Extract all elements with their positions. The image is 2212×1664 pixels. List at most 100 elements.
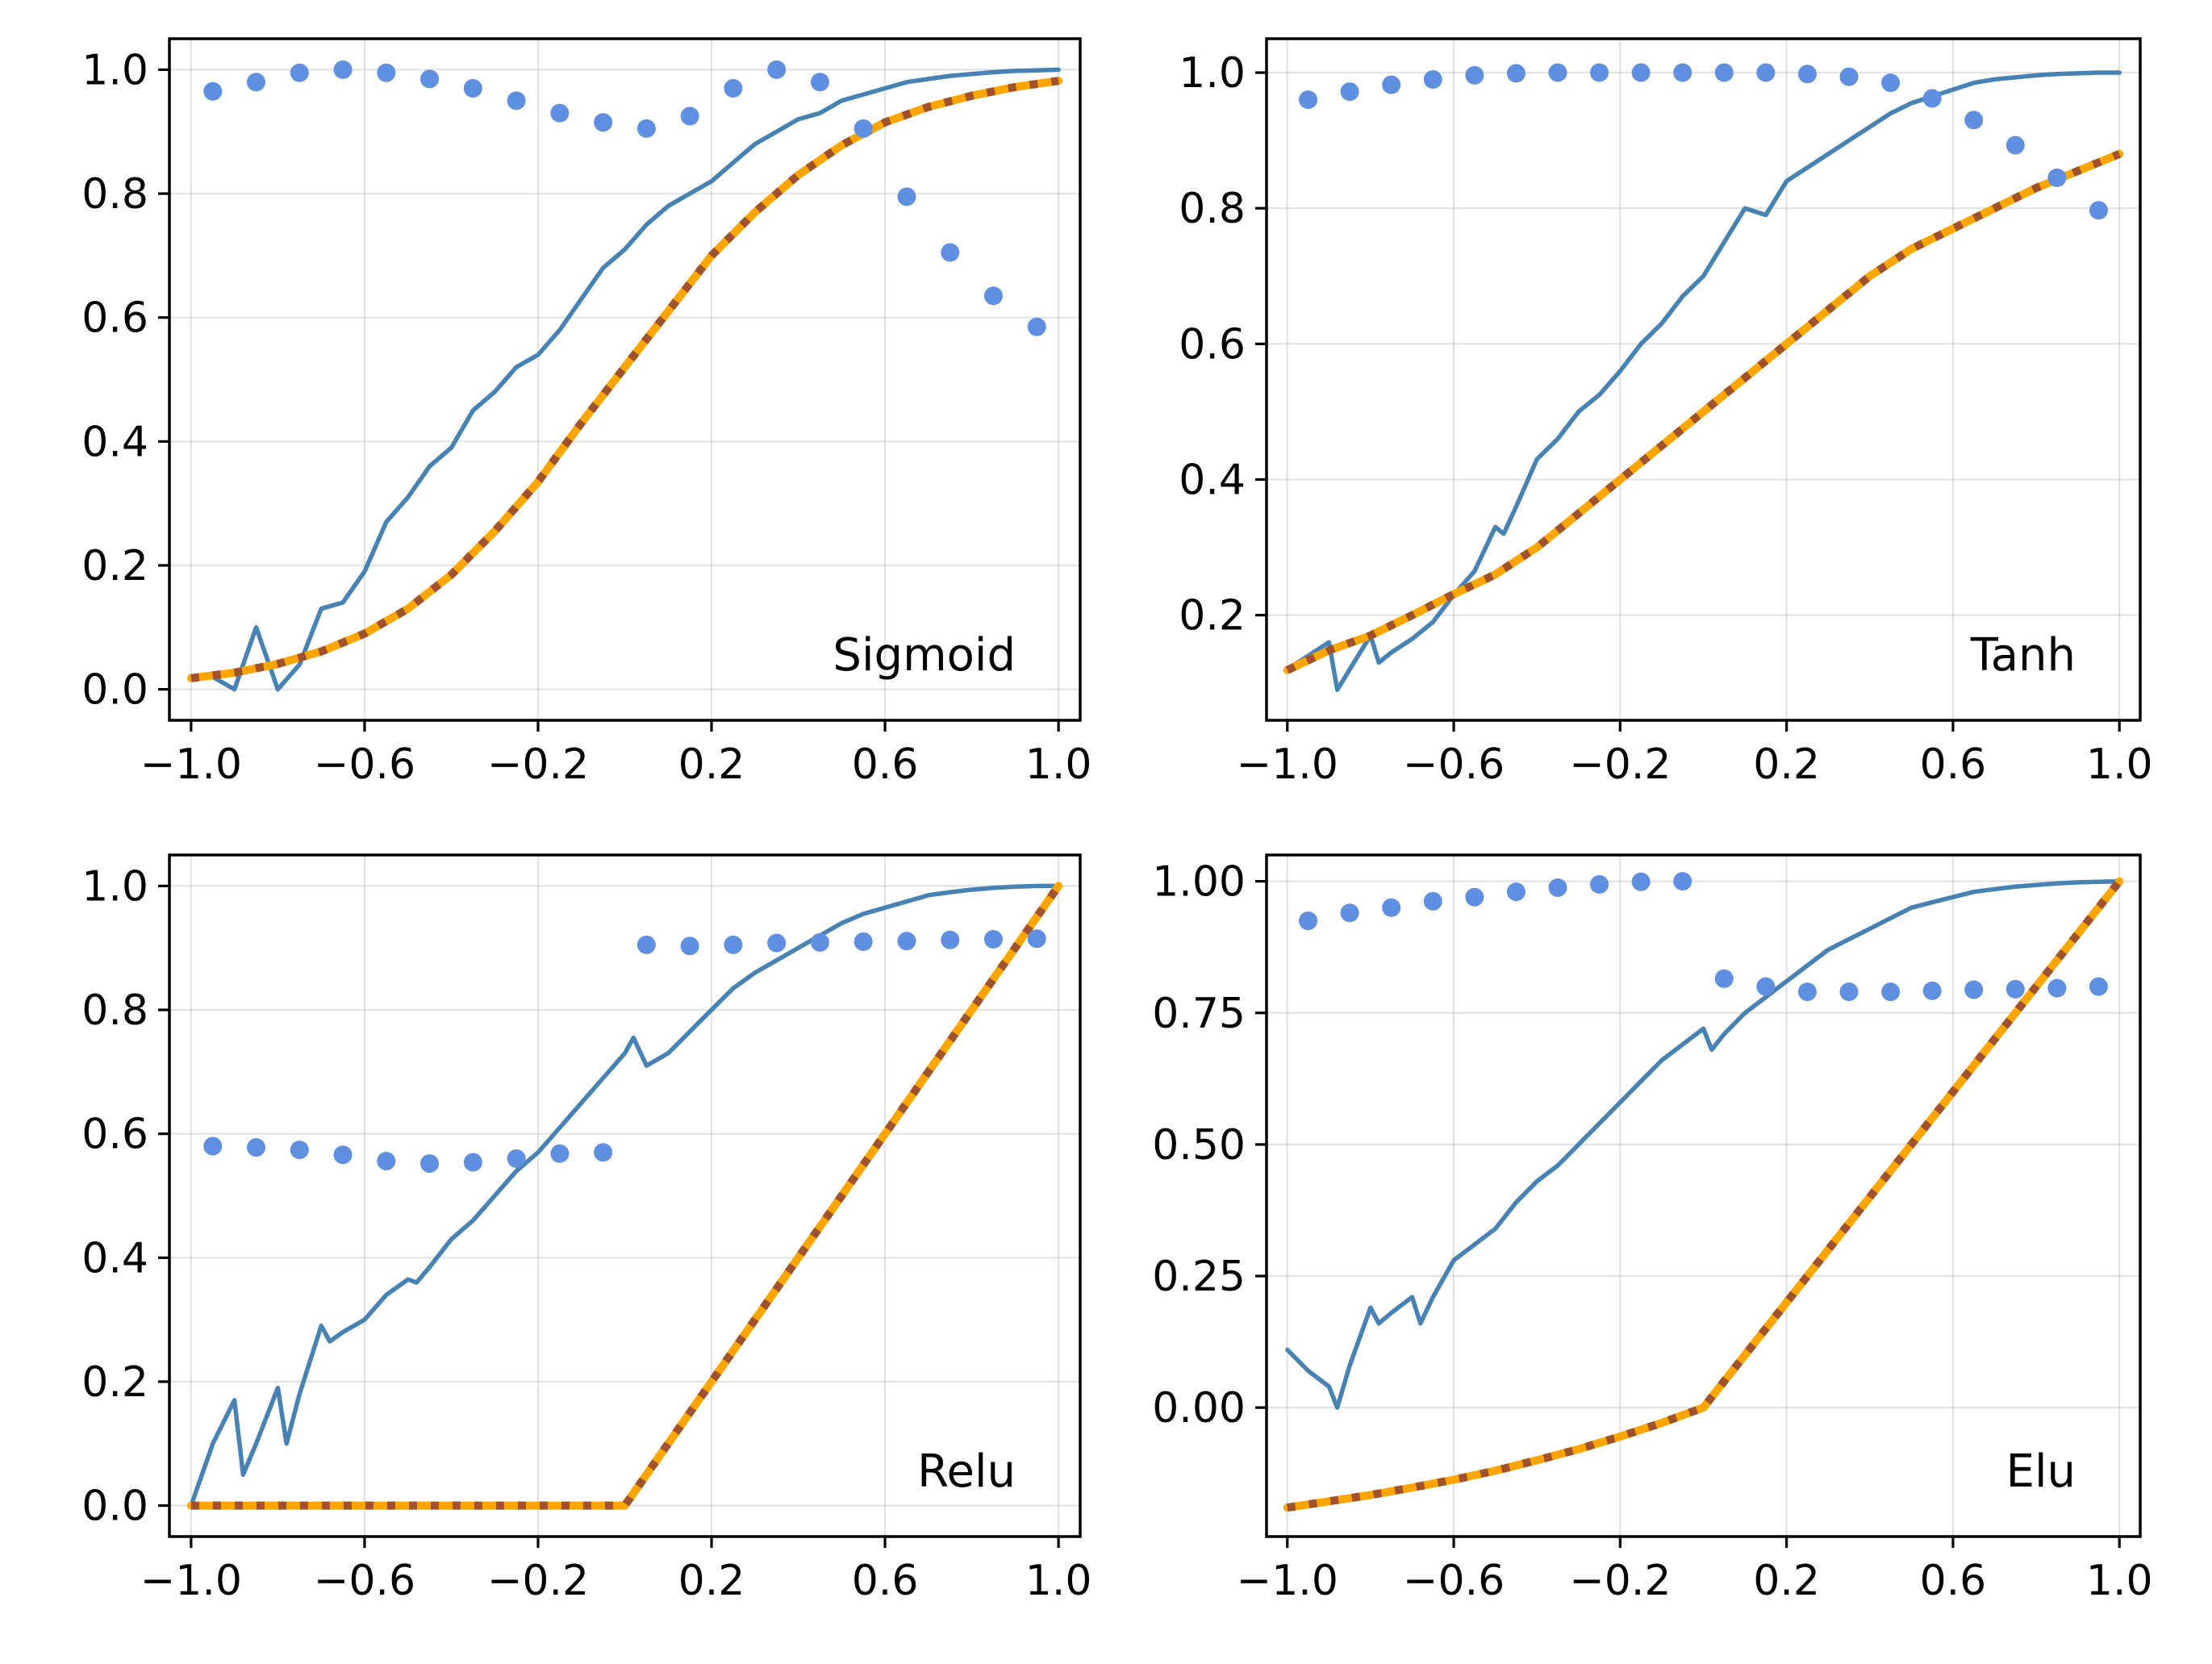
elu-target-line	[1283, 877, 2124, 1512]
tanh-ratio-point	[1881, 73, 1901, 93]
elu-panel: −1.0 −0.6 −0.2 0.2 0.6 1.0 0.00 0.25 0.50 0.75 1.0…	[1152, 853, 2153, 1605]
sigmoid-xtick-label: −0.2	[487, 740, 589, 789]
tanh-ratio-point	[1340, 82, 1359, 102]
tanh-ratio-point	[2089, 201, 2108, 220]
elu-ratio-point	[1673, 872, 1692, 891]
relu-ratio-point	[203, 1136, 223, 1156]
sigmoid-approximation-line	[189, 67, 1061, 692]
sigmoid-ratio-point	[550, 103, 570, 123]
sigmoid-ratio-point	[247, 73, 266, 92]
relu-ratio-point	[420, 1154, 440, 1174]
elu-ytick-label: 1.00	[1152, 858, 1246, 907]
sigmoid-ratio-point	[377, 63, 396, 82]
tanh-xtick-label: 1.0	[2086, 740, 2153, 789]
elu-ratio-point	[1506, 882, 1525, 902]
relu-ratio-point	[941, 930, 960, 949]
sigmoid-ratio-point	[983, 286, 1003, 306]
tanh-xtick-label: −0.6	[1403, 740, 1505, 789]
tanh-ratio-point	[1673, 63, 1692, 82]
relu-xtick-label: −0.2	[487, 1557, 589, 1605]
relu-xtick-label: 1.0	[1025, 1557, 1092, 1605]
tanh-ratio-point	[2047, 168, 2067, 187]
tanh-ytick-label: 0.8	[1179, 185, 1246, 233]
sigmoid-ratio-point	[853, 119, 873, 138]
elu-ytick-label: 0.75	[1152, 990, 1246, 1038]
tanh-ratio-point	[1465, 65, 1484, 85]
tanh-ratio-point	[1382, 75, 1401, 94]
sigmoid-xtick-label: 1.0	[1025, 740, 1092, 789]
relu-plot-frame	[168, 853, 1082, 1538]
relu-ytick-label: 0.2	[81, 1358, 148, 1407]
sigmoid-ratio-point	[897, 187, 916, 206]
elu-ratio-point	[1922, 981, 1942, 1000]
tanh-ytick-label: 0.6	[1179, 320, 1246, 369]
elu-xtick-label: −1.0	[1237, 1557, 1338, 1605]
tanh-fit-line	[1285, 150, 2122, 674]
sigmoid-ratio-point	[507, 91, 526, 111]
elu-ratio-point	[1423, 891, 1442, 911]
sigmoid-ytick-label: 1.0	[81, 46, 148, 94]
tanh-xtick-label: 0.2	[1753, 740, 1820, 789]
relu-ratio-point	[507, 1149, 526, 1168]
relu-ratio-point	[594, 1143, 613, 1162]
sigmoid-xtick-label: −1.0	[140, 740, 242, 789]
sigmoid-plot-label: Sigmoid	[833, 629, 1016, 682]
relu-xtick-label: −0.6	[314, 1557, 415, 1605]
elu-ratio-point	[1382, 898, 1401, 917]
elu-ratio-point	[1797, 982, 1817, 1002]
sigmoid-ytick-label: 0.0	[81, 666, 148, 715]
sigmoid-ratio-point	[420, 69, 440, 89]
sigmoid-xtick-label: 0.2	[678, 740, 745, 789]
relu-ratio-point	[983, 929, 1003, 949]
sigmoid-ytick-label: 0.6	[81, 294, 148, 343]
relu-ratio-point	[724, 935, 743, 954]
elu-ratio-point	[1881, 982, 1901, 1002]
elu-ratio-point	[1631, 872, 1651, 891]
relu-plot-label: Relu	[917, 1445, 1016, 1498]
tanh-approximation-line	[1285, 70, 2122, 692]
tanh-ratio-point	[1922, 89, 1942, 108]
sigmoid-ytick-label: 0.8	[81, 170, 148, 219]
relu-ytick-label: 1.0	[81, 862, 148, 911]
tanh-xtick-label: −1.0	[1237, 740, 1338, 789]
tanh-ytick-label: 0.2	[1179, 592, 1246, 640]
elu-ratio-point	[1756, 977, 1776, 996]
relu-ratio-point	[853, 932, 873, 952]
elu-xtick-label: 1.0	[2086, 1557, 2153, 1605]
elu-xtick-label: 0.6	[1920, 1557, 1987, 1605]
tanh-ratio-point	[1839, 67, 1859, 86]
relu-ratio-point	[333, 1145, 353, 1165]
elu-plot-frame	[1265, 853, 2142, 1538]
relu-ratio-point	[463, 1153, 482, 1172]
elu-ratio-point	[1340, 903, 1359, 923]
elu-ytick-label: 0.50	[1152, 1121, 1246, 1170]
relu-xtick-label: 0.2	[678, 1557, 745, 1605]
sigmoid-xtick-label: −0.6	[314, 740, 415, 789]
tanh-plot-label: Tanh	[1970, 629, 2076, 682]
relu-ratio-point	[680, 936, 699, 956]
relu-xtick-label: 0.6	[852, 1557, 919, 1605]
relu-ytick-label: 0.0	[81, 1483, 148, 1531]
sigmoid-ratio-point	[680, 106, 699, 126]
sigmoid-ratio-point	[594, 113, 613, 132]
sigmoid-ratio-point	[724, 78, 743, 98]
relu-xtick-label: −1.0	[140, 1557, 242, 1605]
tanh-ratio-point	[2005, 136, 2025, 155]
tanh-ratio-point	[1506, 64, 1525, 83]
relu-ratio-point	[810, 932, 829, 952]
tanh-xtick-label: 0.6	[1920, 740, 1987, 789]
tanh-ratio-point	[1548, 63, 1567, 82]
sigmoid-ratio-point	[203, 81, 223, 101]
elu-ratio-point	[1964, 980, 1984, 999]
sigmoid-panel: −1.0 −0.6 −0.2 0.2 0.6 1.00.00.20.40.60.81.0 …	[81, 37, 1092, 789]
sigmoid-ratio-point	[333, 60, 353, 79]
relu-ratio-point	[1027, 929, 1046, 949]
sigmoid-ratio-point	[1027, 317, 1046, 336]
tanh-ratio-point	[1714, 63, 1734, 82]
elu-ratio-point	[1299, 911, 1318, 931]
tanh-ratio-point	[1964, 111, 1984, 130]
relu-ytick-label: 0.6	[81, 1111, 148, 1159]
elu-ratio-point	[1714, 969, 1734, 988]
elu-xtick-label: −0.6	[1403, 1557, 1505, 1605]
elu-ytick-label: 0.00	[1152, 1384, 1246, 1433]
